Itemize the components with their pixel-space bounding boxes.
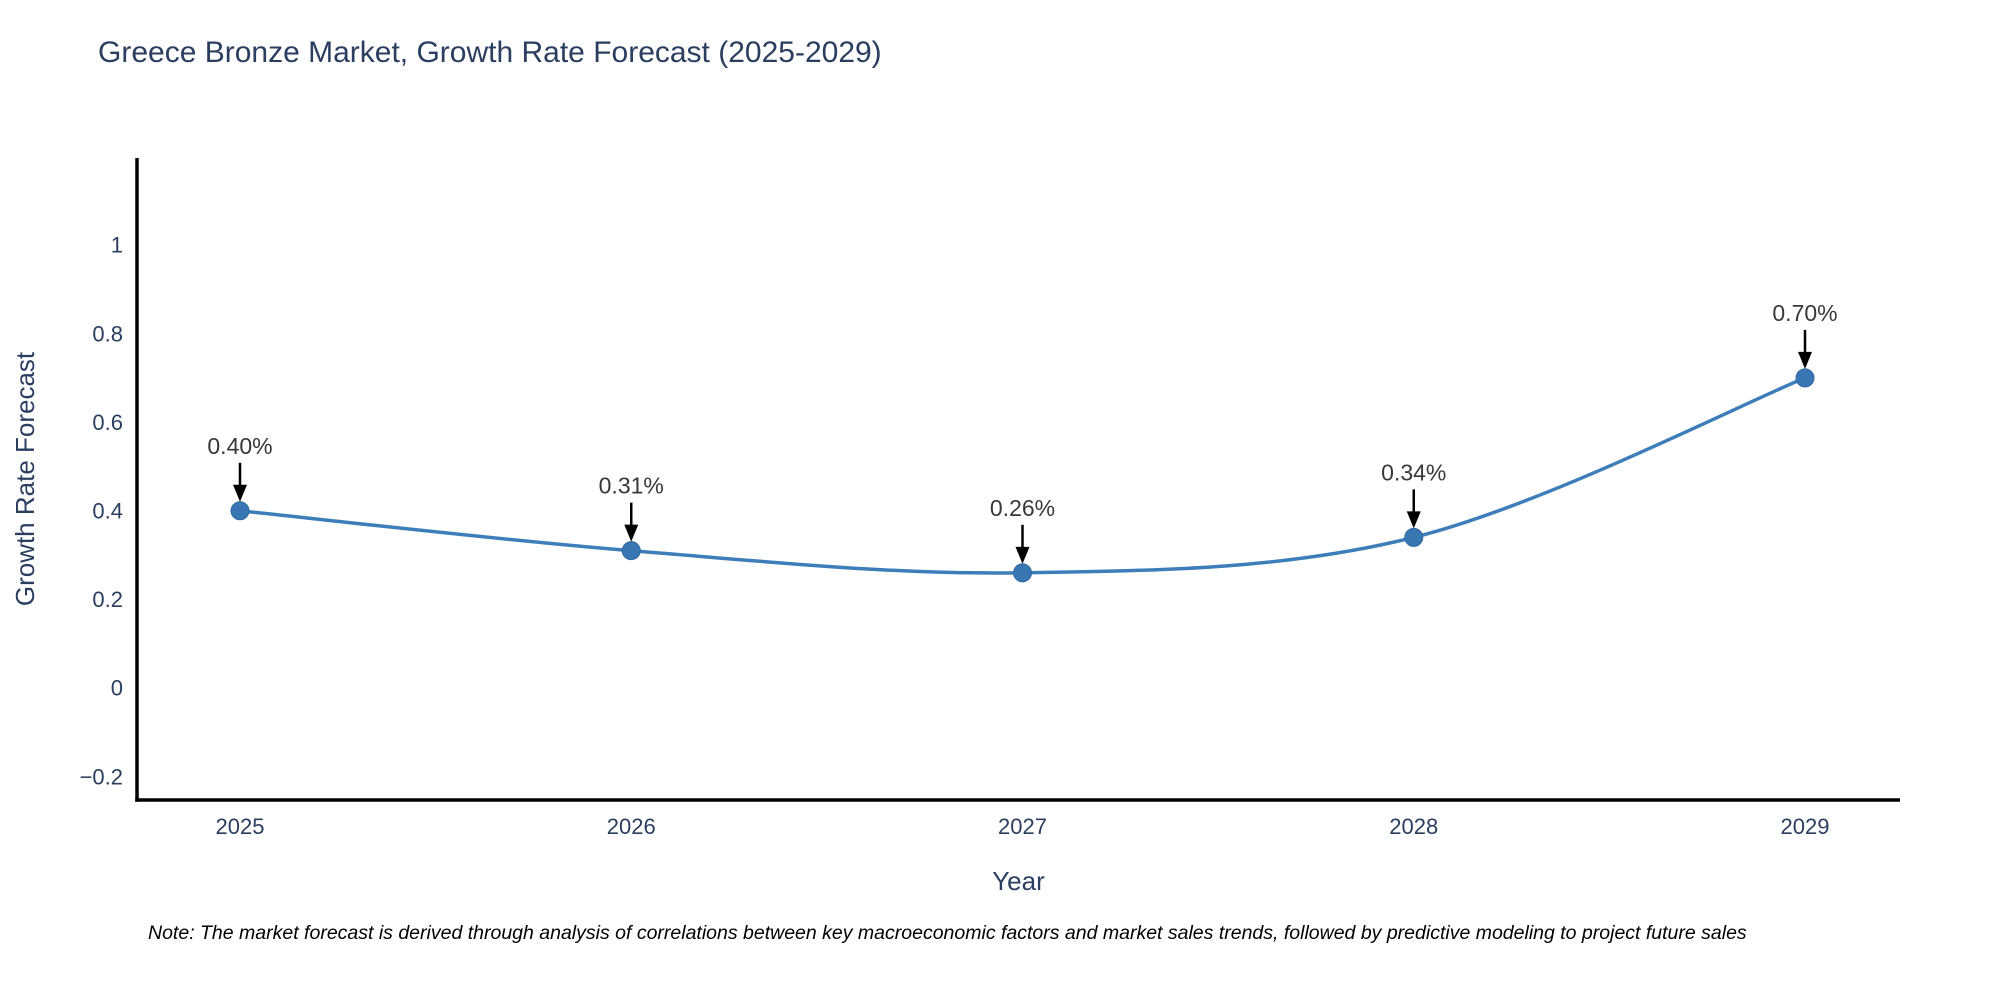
data-point-2025 xyxy=(230,501,250,521)
x-tick-label: 2028 xyxy=(1389,814,1438,839)
annotation-label: 0.70% xyxy=(1772,300,1837,326)
y-tick-label: 0.2 xyxy=(92,587,123,612)
annotation-arrowhead xyxy=(1015,546,1030,564)
y-tick-label: 1 xyxy=(111,233,123,258)
annotation-label: 0.34% xyxy=(1381,459,1446,485)
x-tick-label: 2026 xyxy=(607,814,656,839)
growth-rate-line-chart: 1 0.8 0.6 0.4 0.2 0 −0.2 2025 2026 2027 2028 2029 Gr… xyxy=(10,158,1900,896)
annotation-arrowhead xyxy=(624,524,639,542)
annotation-arrowhead xyxy=(1406,511,1421,529)
annotation-label: 0.26% xyxy=(990,495,1055,521)
data-point-2027 xyxy=(1013,563,1032,583)
annotation-arrowhead xyxy=(233,484,247,502)
y-tick-label: 0.6 xyxy=(92,410,123,435)
footnote: Note: The market forecast is derived thr… xyxy=(148,922,1747,944)
data-point-2028 xyxy=(1404,527,1424,547)
chart-title: Greece Bronze Market, Growth Rate Foreca… xyxy=(98,36,882,69)
x-axis-title: Year xyxy=(992,866,1045,896)
annotation-label: 0.31% xyxy=(599,473,664,499)
y-tick-label: 0.4 xyxy=(92,499,123,524)
y-tick-label: 0.8 xyxy=(92,321,123,346)
y-axis-title: Growth Rate Forecast xyxy=(10,351,40,606)
data-point-2029 xyxy=(1795,368,1815,388)
x-tick-label: 2027 xyxy=(998,814,1047,839)
x-tick-label: 2025 xyxy=(216,814,265,839)
y-tick-label: −0.2 xyxy=(80,764,123,789)
data-point-2026 xyxy=(621,541,641,561)
x-tick-label: 2029 xyxy=(1781,814,1830,839)
y-tick-label: 0 xyxy=(111,676,123,701)
annotation-label: 0.40% xyxy=(207,433,272,459)
annotation-arrowhead xyxy=(1798,351,1812,369)
